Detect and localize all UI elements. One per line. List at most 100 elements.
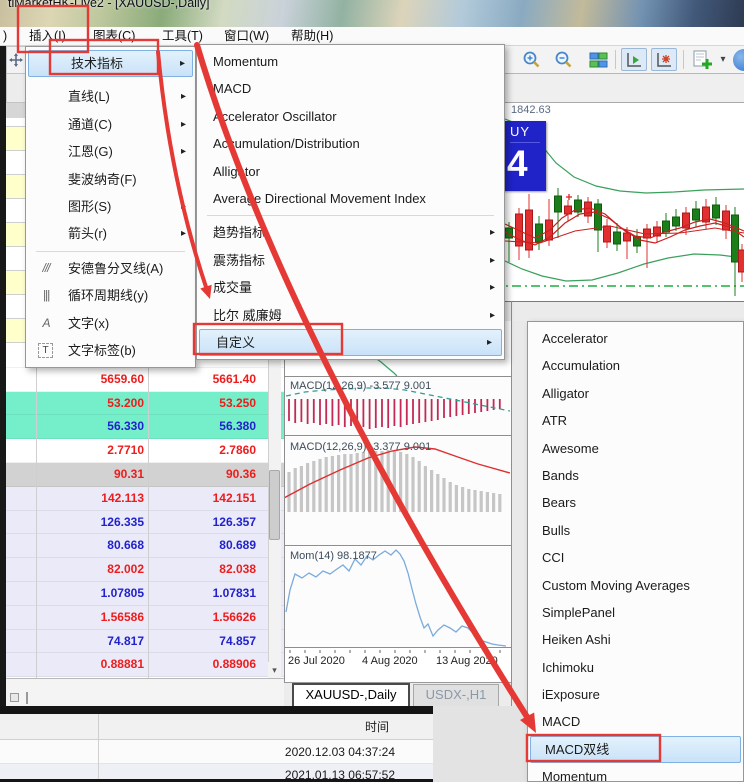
- menu-item-arrows[interactable]: 箭头(r) ▸: [26, 220, 195, 247]
- macd2-panel[interactable]: [284, 437, 511, 546]
- menu-item-alligator-custom[interactable]: Alligator: [528, 380, 743, 407]
- market-watch-row[interactable]: 90.31 90.36: [6, 462, 284, 487]
- menu-item-alligator[interactable]: Alligator: [197, 158, 504, 185]
- menu-item-bill-williams[interactable]: 比尔 威廉姆 ▸: [197, 302, 504, 329]
- menu-item-adx[interactable]: Average Directional Movement Index: [197, 185, 504, 212]
- zoom-out-button[interactable]: [551, 48, 577, 71]
- ask-price: 1.56626: [212, 609, 256, 624]
- market-watch-row[interactable]: 1.07805 1.07831: [6, 581, 284, 606]
- menu-item-accelerator[interactable]: Accelerator: [528, 325, 743, 352]
- menu-item-tech-indicators[interactable]: 技术指标 ▸: [28, 50, 193, 78]
- menu-item-bulls[interactable]: Bulls: [528, 517, 743, 544]
- momentum-panel[interactable]: [284, 547, 511, 648]
- table-column-divider: [98, 714, 99, 782]
- menu-item-volumes[interactable]: 成交量 ▸: [197, 274, 504, 301]
- menu-item-label: 自定义: [216, 334, 256, 350]
- menu-item-lines[interactable]: 直线(L) ▸: [26, 83, 195, 110]
- bid-price: 142.113: [101, 490, 144, 505]
- menu-item-custom-moving-averages[interactable]: Custom Moving Averages: [528, 572, 743, 599]
- menu-item-macd-custom[interactable]: MACD: [528, 708, 743, 735]
- menu-item-label: Accumulation/Distribution: [213, 136, 360, 152]
- market-watch-row[interactable]: 5659.60 5661.40: [6, 367, 284, 392]
- market-watch-row[interactable]: 2.7710 2.7860: [6, 439, 284, 463]
- menu-window[interactable]: 窗口(W): [224, 29, 270, 43]
- scrollbar-thumb[interactable]: [269, 470, 280, 540]
- menu-item-momentum-custom[interactable]: Momentum: [528, 763, 743, 781]
- submenu-arrow-icon: ▸: [180, 228, 186, 240]
- submenu-arrow-icon: ▸: [180, 146, 186, 158]
- market-watch-row[interactable]: 74.817 74.857: [6, 629, 284, 654]
- menu-item-accumulation[interactable]: Accumulation: [528, 352, 743, 379]
- menu-item-bears[interactable]: Bears: [528, 489, 743, 516]
- market-watch-row[interactable]: 142.113 142.151: [6, 486, 284, 511]
- menu-item-trend-indicators[interactable]: 趋势指标 ▸: [197, 219, 504, 246]
- ask-price: 1.07831: [212, 585, 256, 600]
- menu-item-cci[interactable]: CCI: [528, 544, 743, 571]
- menu-item-label: Bulls: [542, 522, 571, 538]
- menu-item-bands[interactable]: Bands: [528, 462, 743, 489]
- market-watch-row[interactable]: 1.56586 1.56626: [6, 605, 284, 630]
- menu-item-macd[interactable]: MACD: [197, 75, 504, 102]
- add-indicator-button[interactable]: [689, 48, 715, 71]
- panel-left-border: [284, 321, 285, 706]
- auto-scroll-icon: [627, 52, 641, 67]
- ask-price: 2.7860: [219, 443, 256, 458]
- menu-item-iexposure[interactable]: iExposure: [528, 681, 743, 708]
- menu-item-ichimoku[interactable]: Ichimoku: [528, 654, 743, 681]
- bid-price: 2.7710: [107, 443, 144, 458]
- info-circle-icon[interactable]: [733, 49, 744, 71]
- menu-item-truncated[interactable]: ): [3, 29, 8, 43]
- menu-item-atr[interactable]: ATR: [528, 407, 743, 434]
- menu-item-fibonacci[interactable]: 斐波纳奇(F): [26, 166, 195, 193]
- market-watch-tab-strip[interactable]: [6, 690, 284, 706]
- menu-item-shapes[interactable]: 图形(S) ▸: [26, 193, 195, 220]
- market-watch-tab-divider: [26, 692, 28, 704]
- submenu-arrow-icon: ▸: [489, 309, 495, 321]
- menu-item-andrews-pitchfork[interactable]: /// 安德鲁分叉线(A): [26, 255, 195, 282]
- zoom-in-button[interactable]: [519, 48, 545, 71]
- table-row[interactable]: 2021.01.13 06:57:52: [0, 764, 433, 782]
- tab-xauusd-daily[interactable]: XAUUSD-,Daily: [292, 683, 410, 706]
- ask-price: 142.151: [212, 490, 256, 505]
- crosshair-tool-button[interactable]: [6, 46, 26, 74]
- menu-item-cycle-lines[interactable]: ||| 循环周期线(y): [26, 282, 195, 309]
- market-watch-row[interactable]: 0.88881 0.88906: [6, 653, 284, 678]
- menu-item-heiken-ashi[interactable]: Heiken Ashi: [528, 626, 743, 653]
- menu-item-text[interactable]: A 文字(x): [26, 310, 195, 337]
- bid-price: 74.817: [107, 633, 144, 648]
- menu-help[interactable]: 帮助(H): [291, 29, 334, 43]
- tile-windows-button[interactable]: [585, 48, 611, 71]
- market-watch-row[interactable]: 56.330 56.380: [6, 415, 284, 440]
- tab-usdx-h1[interactable]: USDX-,H1: [413, 684, 499, 706]
- table-row[interactable]: 2020.12.03 04:37:24: [0, 740, 433, 764]
- auto-scroll-button[interactable]: [621, 48, 647, 71]
- menu-item-label: 直线(L): [68, 89, 110, 105]
- market-watch-row[interactable]: 82.002 82.038: [6, 558, 284, 582]
- menu-item-label: Accumulation: [542, 358, 621, 374]
- menu-item-label: 文字标签(b): [68, 342, 136, 358]
- menu-tools[interactable]: 工具(T): [162, 29, 203, 43]
- add-indicator-dropdown[interactable]: ▾: [720, 54, 726, 65]
- indicators-submenu: Momentum MACD Accelerator Oscillator Accumu…: [196, 44, 505, 361]
- market-watch-row[interactable]: 80.668 80.689: [6, 534, 284, 559]
- menu-item-macd-dual[interactable]: MACD双线: [530, 735, 741, 764]
- menu-item-accumulation-distribution[interactable]: Accumulation/Distribution: [197, 130, 504, 157]
- menu-item-momentum[interactable]: Momentum: [197, 48, 504, 75]
- scrollbar-down-arrow[interactable]: ▾: [268, 662, 281, 678]
- menu-item-accelerator-oscillator[interactable]: Accelerator Oscillator: [197, 103, 504, 130]
- menu-item-simplepanel[interactable]: SimplePanel: [528, 599, 743, 626]
- market-watch-tab-icon[interactable]: [10, 693, 19, 702]
- buy-button[interactable]: UY 4: [500, 121, 546, 191]
- menu-insert[interactable]: 插入(I): [29, 29, 66, 43]
- menu-item-text-label[interactable]: T 文字标签(b): [26, 337, 195, 364]
- menu-item-custom[interactable]: 自定义 ▸: [199, 328, 502, 357]
- market-watch-row[interactable]: 53.200 53.250: [6, 391, 284, 416]
- market-watch-row[interactable]: 126.335 126.357: [6, 510, 284, 535]
- menu-item-channels[interactable]: 通道(C) ▸: [26, 111, 195, 138]
- macd1-label: MACD(12,26,9) -3.577 9.001: [290, 380, 432, 392]
- menu-charts[interactable]: 图表(C): [93, 29, 136, 43]
- menu-item-gann[interactable]: 江恩(G) ▸: [26, 138, 195, 165]
- menu-item-oscillator-indicators[interactable]: 震荡指标 ▸: [197, 247, 504, 274]
- chart-shift-button[interactable]: [651, 48, 677, 71]
- menu-item-awesome[interactable]: Awesome: [528, 435, 743, 462]
